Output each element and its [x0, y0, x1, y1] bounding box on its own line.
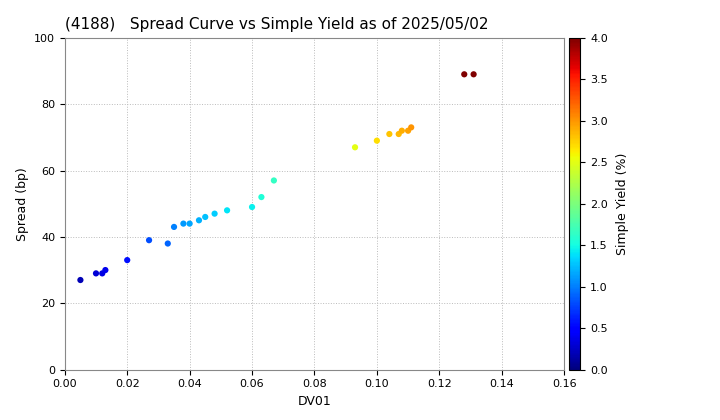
Point [99, 267, 111, 273]
Point [396, 127, 408, 134]
Point [209, 210, 220, 217]
Point [468, 71, 480, 78]
Point [246, 204, 258, 210]
Y-axis label: Simple Yield (%): Simple Yield (%) [616, 152, 629, 255]
Point [122, 257, 133, 263]
Point [90, 270, 102, 277]
Point [349, 144, 361, 151]
Point [75, 277, 86, 284]
Point [405, 124, 417, 131]
Point [393, 131, 405, 137]
Point [168, 223, 180, 230]
Point [459, 71, 470, 78]
Point [256, 194, 267, 200]
Point [143, 237, 155, 244]
Point [402, 127, 414, 134]
Y-axis label: Spread (bp): Spread (bp) [16, 167, 29, 241]
Point [96, 270, 108, 277]
Point [384, 131, 395, 137]
Point [184, 220, 195, 227]
X-axis label: DV01: DV01 [297, 395, 331, 408]
Point [199, 214, 211, 220]
Text: (4188)   Spread Curve vs Simple Yield as of 2025/05/02: (4188) Spread Curve vs Simple Yield as o… [65, 18, 488, 32]
Point [162, 240, 174, 247]
Point [178, 220, 189, 227]
Point [268, 177, 279, 184]
Point [371, 137, 382, 144]
Point [193, 217, 204, 223]
Point [221, 207, 233, 214]
